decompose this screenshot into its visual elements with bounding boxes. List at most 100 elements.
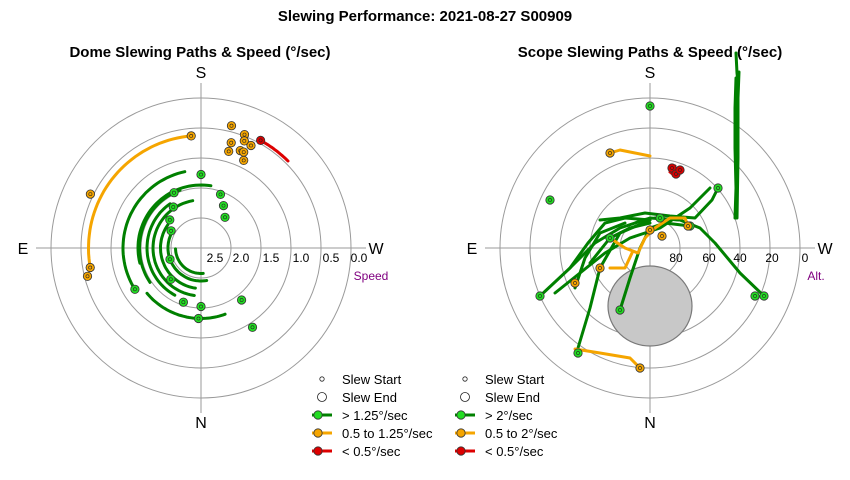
slew-start-marker xyxy=(670,166,674,170)
slew-start-marker xyxy=(608,151,612,155)
slew-start-marker xyxy=(648,228,652,232)
slew-path-fast xyxy=(174,247,205,275)
slew-start-marker xyxy=(196,316,201,321)
dome-legend xyxy=(312,376,332,456)
slew-marker-fast xyxy=(196,169,206,180)
slew-marker-fast xyxy=(655,213,665,223)
radial-tick-label: 0 xyxy=(802,251,809,265)
slew-marker-medium xyxy=(683,221,693,231)
radial-tick-label: 80 xyxy=(669,251,683,265)
slew-start-marker xyxy=(686,224,690,228)
slew-start-marker xyxy=(172,190,176,195)
slew-marker-fast xyxy=(615,305,625,315)
slew-marker-medium xyxy=(239,147,249,157)
slew-start-marker xyxy=(648,104,652,108)
slew-marker-slow xyxy=(675,165,685,175)
slew-marker-fast xyxy=(165,215,175,225)
slew-marker-medium xyxy=(570,278,580,288)
slew-marker-medium xyxy=(605,148,615,158)
slew-marker-fast xyxy=(166,274,176,284)
slew-marker-fast xyxy=(168,202,178,212)
direction-label-left: E xyxy=(18,241,29,258)
legend-label: 0.5 to 1.25°/sec xyxy=(342,426,433,441)
scope-chart-title: Scope Slewing Paths & Speed (°/sec) xyxy=(517,44,783,61)
slew-start-marker xyxy=(716,186,720,190)
main-title: Slewing Performance: 2021-08-27 S00909 xyxy=(277,8,573,25)
slew-start-marker xyxy=(171,205,176,209)
legend-symbol-marker-medium xyxy=(456,428,466,438)
slew-start-marker xyxy=(226,149,231,154)
slew-start-marker xyxy=(221,203,226,208)
slew-path-fast xyxy=(653,216,766,298)
slew-start-marker xyxy=(576,351,580,355)
direction-label-left: E xyxy=(467,241,478,258)
slew-start-marker xyxy=(618,308,622,312)
direction-label-top: S xyxy=(645,65,656,82)
slew-start-marker xyxy=(538,294,542,298)
radial-tick-label: 40 xyxy=(733,251,747,265)
slew-marker-medium xyxy=(635,363,645,373)
slew-marker-fast xyxy=(166,226,176,236)
slew-start-marker xyxy=(678,168,682,172)
slew-start-marker xyxy=(229,140,234,145)
slew-marker-fast xyxy=(220,212,230,222)
radial-axis-label: Speed xyxy=(354,269,389,283)
radial-tick-label: 1.5 xyxy=(263,251,280,265)
slew-marker-medium xyxy=(226,138,236,148)
legend-symbol-marker-slow xyxy=(313,446,323,456)
slew-path-fast xyxy=(137,188,182,284)
slew-marker-medium xyxy=(595,263,605,273)
direction-label-right: W xyxy=(368,241,384,258)
slew-start-marker xyxy=(762,294,766,298)
legend-symbol-marker-fast xyxy=(313,410,323,420)
slew-start-marker xyxy=(660,234,664,238)
slew-start-marker xyxy=(181,300,186,305)
slew-marker-medium xyxy=(85,262,95,273)
slew-path-fast xyxy=(588,221,652,265)
slew-marker-fast xyxy=(169,188,179,198)
slew-path-fast xyxy=(145,202,177,297)
slew-start-marker xyxy=(88,192,93,197)
legend-symbol-marker-fast xyxy=(456,410,466,420)
slew-start-marker xyxy=(223,215,227,220)
legend-label: < 0.5°/sec xyxy=(342,444,401,459)
slew-start-marker xyxy=(88,265,93,270)
slew-marker-medium xyxy=(239,155,249,165)
slew-path-medium xyxy=(86,134,193,269)
slew-start-marker xyxy=(199,304,203,309)
slew-marker-fast xyxy=(545,195,555,205)
slew-marker-fast xyxy=(237,295,247,305)
legend-symbol-slew-start xyxy=(462,376,468,382)
radial-tick-label: 0.5 xyxy=(323,251,340,265)
legend-label: > 1.25°/sec xyxy=(342,408,408,423)
slew-start-marker xyxy=(241,150,246,155)
direction-label-bottom: N xyxy=(195,415,207,432)
radial-tick-label: 60 xyxy=(702,251,716,265)
slew-start-marker xyxy=(658,216,662,220)
slew-start-marker xyxy=(167,217,172,222)
slew-start-marker xyxy=(242,138,247,143)
slew-marker-fast xyxy=(196,301,206,312)
legend-symbol-marker-medium xyxy=(313,428,323,438)
radial-axis-label: Alt. xyxy=(807,269,824,283)
radial-tick-label: 2.5 xyxy=(207,251,224,265)
slew-marker-fast xyxy=(218,201,229,211)
radial-tick-label: 1.0 xyxy=(293,251,310,265)
dome-chart-title: Dome Slewing Paths & Speed (°/sec) xyxy=(69,44,331,61)
direction-label-right: W xyxy=(817,241,833,258)
legend-symbol-slew-end xyxy=(460,392,470,402)
slew-marker-fast xyxy=(215,189,226,199)
legend-symbol-slew-end xyxy=(317,392,327,402)
radial-tick-label: 20 xyxy=(765,251,779,265)
slew-start-marker xyxy=(249,143,253,148)
radial-tick-label: 2.0 xyxy=(233,251,250,265)
legend-label: Slew End xyxy=(485,390,540,405)
dome-polar-plot xyxy=(36,83,366,413)
slew-path-fast xyxy=(735,70,741,220)
slew-path-fast xyxy=(568,216,652,270)
slew-start-marker xyxy=(548,198,552,202)
legend-label: > 2°/sec xyxy=(485,408,533,423)
slew-start-marker xyxy=(85,274,90,279)
slew-marker-medium xyxy=(82,271,93,281)
slew-marker-fast xyxy=(750,291,760,301)
